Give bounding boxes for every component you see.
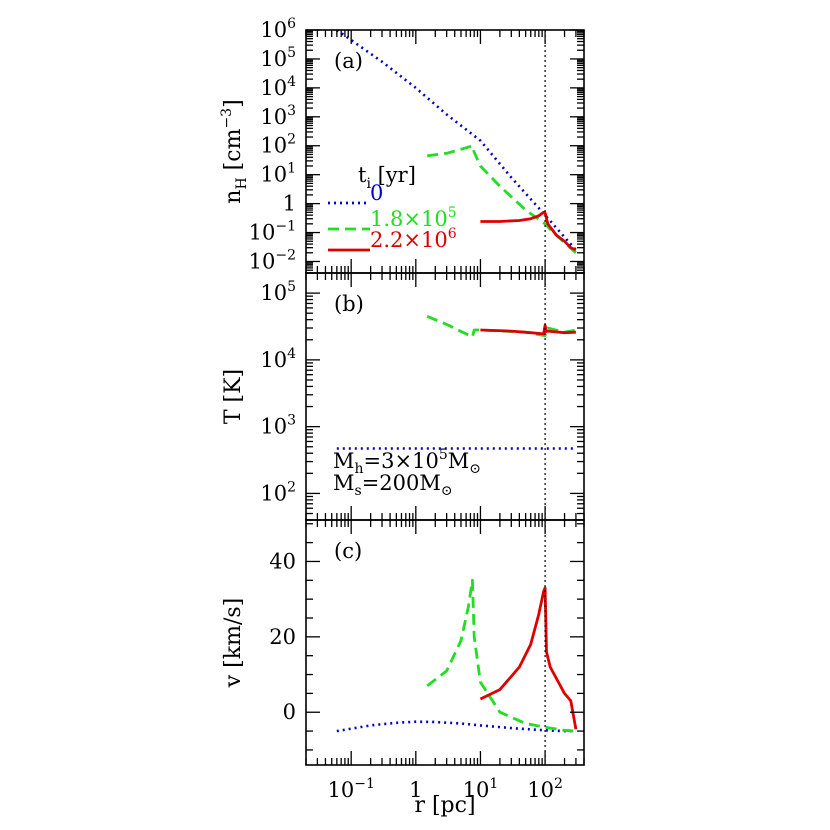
legend-label: 0 xyxy=(370,181,383,205)
y-tick-label: 104 xyxy=(260,74,296,100)
y-tick-label: 102 xyxy=(260,479,296,505)
y-tick-label: 10−2 xyxy=(249,247,296,273)
series-line-dashed xyxy=(427,144,577,254)
y-axis-label: nH [cm−3] xyxy=(219,99,250,203)
series-line-dashed xyxy=(426,315,577,339)
panel-label: (b) xyxy=(334,292,364,316)
halo-mass-note: Mh=3×105M⊙ xyxy=(333,447,481,477)
series-line-solid xyxy=(480,210,577,252)
y-tick-label: 103 xyxy=(260,103,296,129)
star-mass-note: Ms=200M⊙ xyxy=(333,471,453,499)
y-tick-label: 1 xyxy=(283,192,296,216)
y-tick-label: 40 xyxy=(269,549,296,573)
x-tick-label: 101 xyxy=(463,776,499,802)
x-axis-label: r [pc] xyxy=(414,793,475,818)
series-line-solid xyxy=(480,323,576,336)
y-tick-label: 104 xyxy=(260,346,296,372)
series-line-dashed xyxy=(426,578,576,733)
y-tick-label: 105 xyxy=(260,279,296,305)
y-tick-label: 106 xyxy=(260,16,296,42)
series-line-dotted xyxy=(336,720,576,733)
x-tick-label: 10−1 xyxy=(327,776,374,802)
y-tick-label: 0 xyxy=(283,700,296,724)
legend-label: 1.8×105 xyxy=(370,205,457,231)
panel-label: (c) xyxy=(334,539,362,563)
y-axis-label: v [km/s] xyxy=(221,598,246,688)
legend-label: 2.2×106 xyxy=(370,226,457,252)
panel-frame xyxy=(305,519,585,766)
y-tick-label: 102 xyxy=(260,132,296,158)
series-line-solid xyxy=(479,586,578,730)
y-axis-label: T [K] xyxy=(221,369,246,424)
y-tick-label: 10−1 xyxy=(249,219,296,245)
x-tick-label: 1 xyxy=(409,778,422,802)
series-line-dotted xyxy=(336,30,577,251)
legend-title: ti [yr] xyxy=(358,163,416,192)
y-tick-label: 103 xyxy=(260,413,296,439)
y-tick-label: 101 xyxy=(260,161,296,187)
panel-label: (a) xyxy=(334,49,363,73)
y-tick-label: 105 xyxy=(260,45,296,71)
x-tick-label: 102 xyxy=(527,776,563,802)
y-tick-label: 20 xyxy=(269,625,296,649)
